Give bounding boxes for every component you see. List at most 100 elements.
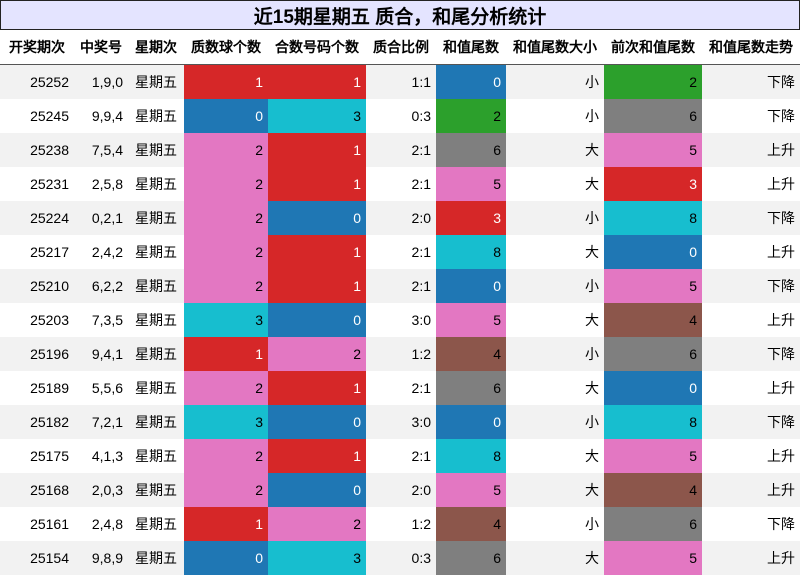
header-prev-tail: 前次和值尾数 [604, 30, 702, 65]
cell-composite-count: 1 [268, 167, 366, 201]
cell-trend: 下降 [702, 405, 800, 439]
cell-ratio: 1:2 [366, 337, 436, 371]
cell-period: 25224 [0, 201, 74, 235]
cell-trend: 上升 [702, 371, 800, 405]
cell-weekday: 星期五 [128, 507, 184, 541]
cell-prev-tail: 5 [604, 541, 702, 575]
cell-sum-tail: 3 [436, 201, 506, 235]
header-trend: 和值尾数走势 [702, 30, 800, 65]
cell-ratio: 2:1 [366, 371, 436, 405]
cell-prime-count: 2 [184, 269, 268, 303]
cell-composite-count: 0 [268, 303, 366, 337]
cell-period: 25217 [0, 235, 74, 269]
cell-numbers: 7,5,4 [74, 133, 128, 167]
analysis-table: 开奖期次 中奖号 星期次 质数球个数 合数号码个数 质合比例 和值尾数 和值尾数… [0, 30, 800, 575]
table-row: 25238 7,5,4 星期五 2 1 2:1 6 大 5 上升 [0, 133, 800, 167]
cell-period: 25161 [0, 507, 74, 541]
header-row: 开奖期次 中奖号 星期次 质数球个数 合数号码个数 质合比例 和值尾数 和值尾数… [0, 30, 800, 65]
table-row: 25210 6,2,2 星期五 2 1 2:1 0 小 5 下降 [0, 269, 800, 303]
table-row: 25168 2,0,3 星期五 2 0 2:0 5 大 4 上升 [0, 473, 800, 507]
cell-prev-tail: 0 [604, 371, 702, 405]
cell-trend: 上升 [702, 439, 800, 473]
cell-composite-count: 0 [268, 473, 366, 507]
header-period: 开奖期次 [0, 30, 74, 65]
cell-ratio: 1:1 [366, 64, 436, 99]
cell-sum-tail: 8 [436, 235, 506, 269]
cell-numbers: 6,2,2 [74, 269, 128, 303]
cell-trend: 下降 [702, 337, 800, 371]
cell-weekday: 星期五 [128, 371, 184, 405]
cell-period: 25175 [0, 439, 74, 473]
cell-prime-count: 2 [184, 201, 268, 235]
cell-trend: 上升 [702, 167, 800, 201]
header-size: 和值尾数大小 [506, 30, 604, 65]
cell-composite-count: 0 [268, 201, 366, 235]
cell-trend: 下降 [702, 99, 800, 133]
cell-weekday: 星期五 [128, 64, 184, 99]
cell-composite-count: 1 [268, 235, 366, 269]
cell-sum-tail: 0 [436, 269, 506, 303]
cell-numbers: 2,0,3 [74, 473, 128, 507]
cell-weekday: 星期五 [128, 405, 184, 439]
cell-numbers: 2,4,2 [74, 235, 128, 269]
page-title: 近15期星期五 质合，和尾分析统计 [0, 0, 800, 30]
cell-composite-count: 1 [268, 371, 366, 405]
table-row: 25203 7,3,5 星期五 3 0 3:0 5 大 4 上升 [0, 303, 800, 337]
cell-period: 25210 [0, 269, 74, 303]
cell-sum-tail: 4 [436, 337, 506, 371]
table-row: 25217 2,4,2 星期五 2 1 2:1 8 大 0 上升 [0, 235, 800, 269]
cell-weekday: 星期五 [128, 201, 184, 235]
cell-prime-count: 3 [184, 405, 268, 439]
cell-prime-count: 2 [184, 167, 268, 201]
cell-weekday: 星期五 [128, 133, 184, 167]
cell-size: 小 [506, 405, 604, 439]
cell-sum-tail: 0 [436, 405, 506, 439]
header-ratio: 质合比例 [366, 30, 436, 65]
cell-ratio: 0:3 [366, 541, 436, 575]
cell-prime-count: 1 [184, 507, 268, 541]
cell-ratio: 2:0 [366, 201, 436, 235]
cell-sum-tail: 6 [436, 371, 506, 405]
cell-composite-count: 1 [268, 64, 366, 99]
cell-numbers: 9,8,9 [74, 541, 128, 575]
cell-sum-tail: 4 [436, 507, 506, 541]
cell-trend: 上升 [702, 303, 800, 337]
cell-composite-count: 1 [268, 133, 366, 167]
cell-ratio: 2:1 [366, 167, 436, 201]
cell-prev-tail: 2 [604, 64, 702, 99]
cell-period: 25231 [0, 167, 74, 201]
cell-weekday: 星期五 [128, 473, 184, 507]
cell-sum-tail: 8 [436, 439, 506, 473]
cell-prev-tail: 3 [604, 167, 702, 201]
cell-prev-tail: 5 [604, 269, 702, 303]
header-prime-count: 质数球个数 [184, 30, 268, 65]
cell-trend: 上升 [702, 541, 800, 575]
table-row: 25224 0,2,1 星期五 2 0 2:0 3 小 8 下降 [0, 201, 800, 235]
cell-ratio: 2:1 [366, 235, 436, 269]
cell-composite-count: 2 [268, 507, 366, 541]
header-weekday: 星期次 [128, 30, 184, 65]
cell-numbers: 2,4,8 [74, 507, 128, 541]
table-row: 25154 9,8,9 星期五 0 3 0:3 6 大 5 上升 [0, 541, 800, 575]
cell-trend: 下降 [702, 507, 800, 541]
cell-size: 大 [506, 439, 604, 473]
cell-weekday: 星期五 [128, 303, 184, 337]
cell-numbers: 9,9,4 [74, 99, 128, 133]
cell-ratio: 3:0 [366, 303, 436, 337]
cell-numbers: 0,2,1 [74, 201, 128, 235]
cell-prime-count: 2 [184, 473, 268, 507]
table-row: 25245 9,9,4 星期五 0 3 0:3 2 小 6 下降 [0, 99, 800, 133]
cell-period: 25196 [0, 337, 74, 371]
cell-ratio: 3:0 [366, 405, 436, 439]
cell-prev-tail: 6 [604, 99, 702, 133]
cell-size: 大 [506, 235, 604, 269]
cell-prev-tail: 4 [604, 303, 702, 337]
cell-prev-tail: 6 [604, 337, 702, 371]
cell-period: 25182 [0, 405, 74, 439]
cell-numbers: 4,1,3 [74, 439, 128, 473]
cell-sum-tail: 2 [436, 99, 506, 133]
cell-prime-count: 2 [184, 371, 268, 405]
cell-period: 25203 [0, 303, 74, 337]
cell-numbers: 7,3,5 [74, 303, 128, 337]
cell-trend: 上升 [702, 235, 800, 269]
